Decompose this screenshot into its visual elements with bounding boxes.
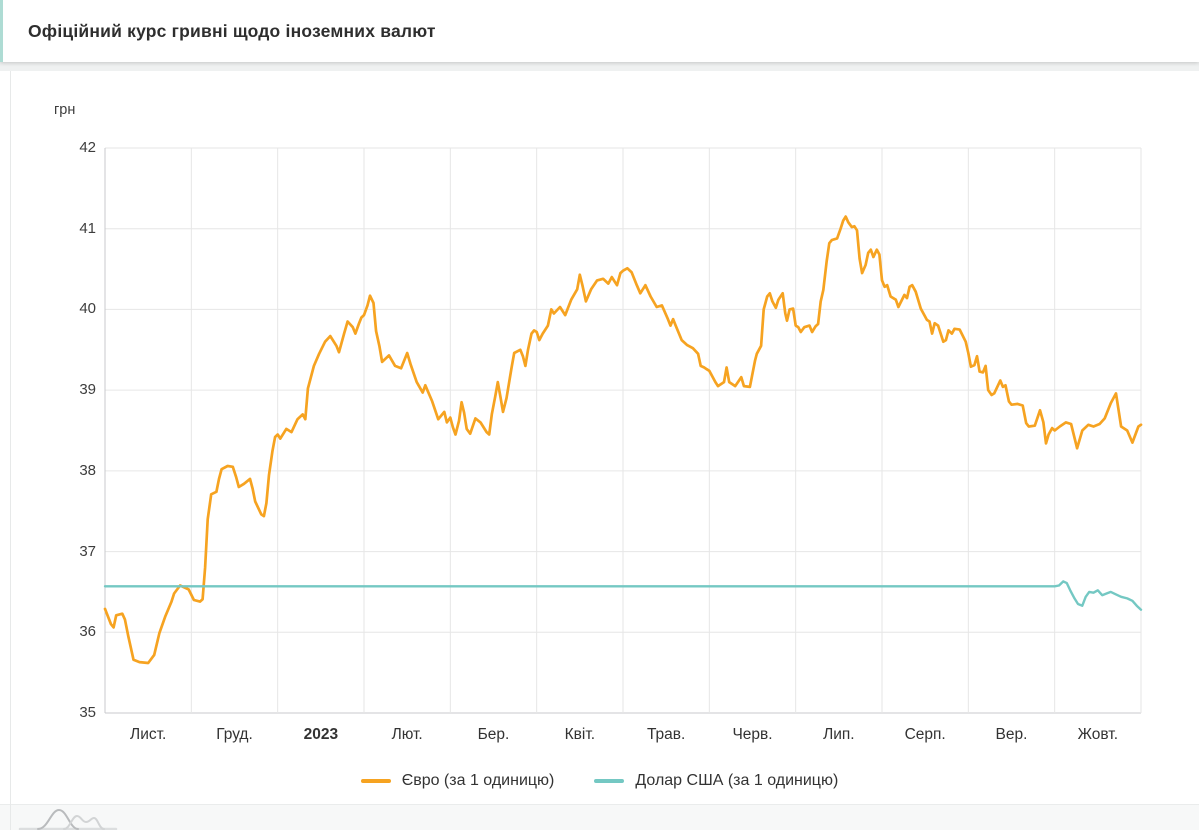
- area-chart-mountains-icon: [18, 808, 118, 830]
- x-axis-month-label: Серп.: [904, 726, 946, 743]
- y-axis-tick-label: 39: [79, 381, 96, 399]
- legend-item-usd[interactable]: Долар США (за 1 одиницю): [594, 772, 838, 790]
- usd-line-swatch: [594, 779, 625, 783]
- x-axis-month-label: Лип.: [823, 726, 855, 743]
- x-axis-month-label: Груд.: [216, 726, 253, 743]
- euro-line-swatch: [360, 779, 391, 783]
- y-axis-tick-label: 37: [79, 542, 96, 560]
- header-bar: Офіційний курс гривні щодо іноземних вал…: [0, 0, 1199, 62]
- chart-card: [10, 71, 1199, 804]
- y-axis-tick-label: 40: [79, 300, 96, 318]
- legend-item-euro[interactable]: Євро (за 1 одиницю): [360, 772, 555, 790]
- y-axis-tick-label: 38: [79, 461, 96, 479]
- x-axis-month-label: Лист.: [130, 726, 167, 743]
- y-axis-tick-label: 42: [79, 139, 96, 156]
- x-axis-month-label: Вер.: [995, 726, 1028, 743]
- x-axis-month-label: Жовт.: [1077, 726, 1118, 743]
- page-title: Офіційний курс гривні щодо іноземних вал…: [28, 21, 436, 41]
- y-axis-tick-label: 41: [79, 219, 96, 237]
- x-axis-month-label: Квіт.: [564, 726, 596, 743]
- y-axis-unit-label: грн: [54, 102, 76, 118]
- card-left-border: [10, 71, 11, 830]
- header-divider: [0, 62, 1199, 71]
- usd-series-line[interactable]: [103, 580, 1143, 611]
- chart-series: [103, 215, 1143, 665]
- y-axis-tick-label: 36: [79, 623, 96, 641]
- x-axis-month-label: Трав.: [646, 726, 686, 743]
- x-axis-month-label: Лют.: [391, 726, 423, 743]
- chart-legend: Євро (за 1 одиницю) Долар США (за 1 один…: [0, 772, 1199, 790]
- x-axis-month-label: Черв.: [732, 726, 773, 743]
- euro-series-line[interactable]: [103, 215, 1143, 665]
- x-axis-month-label: Бер.: [477, 726, 510, 743]
- legend-label-usd: Долар США (за 1 одиницю): [635, 772, 839, 789]
- y-axis-tick-label: 35: [79, 704, 96, 721]
- footer-strip: [0, 804, 1199, 830]
- chart-grid: [104, 147, 1142, 714]
- header-accent-bar: [0, 0, 3, 62]
- legend-label-euro: Євро (за 1 одиницю): [401, 772, 555, 789]
- x-axis-month-label: 2023: [303, 726, 339, 743]
